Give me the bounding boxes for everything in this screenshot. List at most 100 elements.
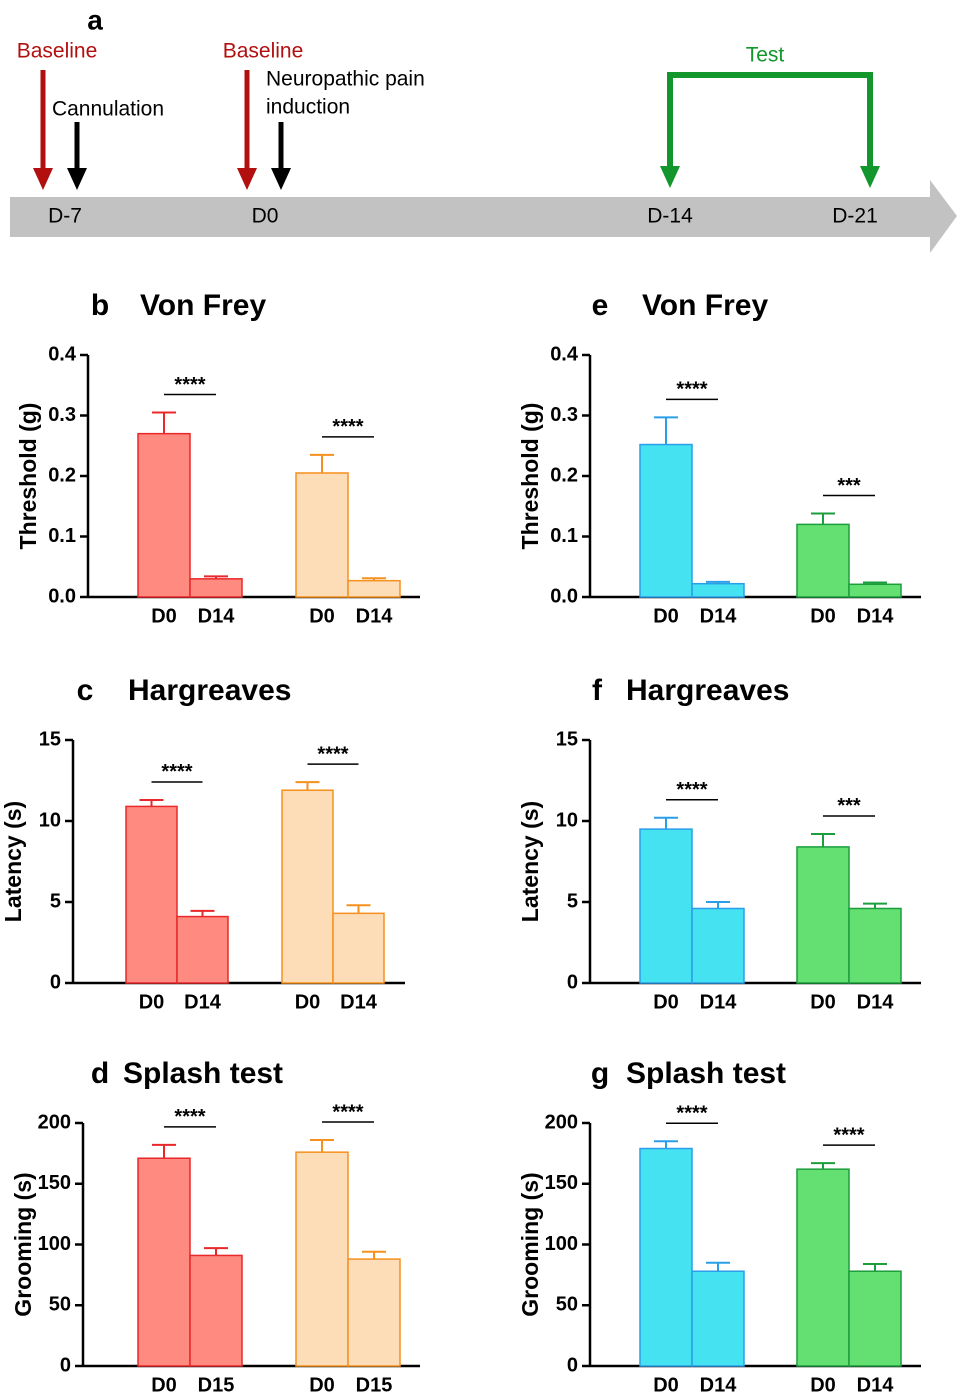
- error-bar: [863, 1262, 887, 1272]
- error-bar: [863, 902, 887, 909]
- bar: [176, 915, 229, 984]
- significance-label: ****: [332, 416, 363, 438]
- annotation: Baseline: [17, 40, 98, 63]
- significance-label: ****: [833, 1124, 864, 1146]
- significance-label: ****: [676, 1103, 707, 1125]
- bar: [796, 523, 850, 598]
- y-tick-label: 0.3: [48, 404, 76, 426]
- y-axis-label: Threshold (g): [517, 403, 543, 550]
- bar: [295, 1151, 349, 1367]
- significance-label: ****: [676, 379, 707, 401]
- y-tick-label: 10: [39, 809, 61, 831]
- bar: [189, 1254, 243, 1367]
- x-tick-label: D15: [198, 1374, 235, 1394]
- arrows: [33, 70, 880, 190]
- y-tick-label: 0.1: [48, 525, 76, 547]
- y-tick-label: 0: [567, 971, 578, 993]
- significance-label: ****: [174, 1106, 205, 1128]
- bar: [691, 582, 745, 598]
- bar: [639, 443, 693, 598]
- chart-title: Hargreaves: [128, 674, 291, 707]
- y-tick-label: 5: [50, 890, 61, 912]
- y-tick-label: 0: [567, 1354, 578, 1376]
- error-bar: [310, 453, 334, 473]
- y-tick-label: 10: [556, 809, 578, 831]
- error-bar: [204, 575, 228, 579]
- y-tick-label: 50: [556, 1294, 578, 1316]
- panel-label: g: [591, 1057, 609, 1090]
- error-bar: [654, 1140, 678, 1149]
- error-bar: [295, 781, 320, 791]
- bar: [639, 828, 693, 984]
- bar: [125, 805, 178, 984]
- x-tick-label: D14: [857, 605, 895, 627]
- y-axis-label: Latency (s): [0, 801, 26, 922]
- y-tick-label: 50: [49, 1294, 71, 1316]
- bar: [332, 912, 385, 984]
- significance-label: ****: [161, 761, 192, 783]
- y-axis-label: Threshold (g): [15, 403, 41, 550]
- y-tick-label: 0.0: [48, 585, 76, 607]
- x-tick-label: D0: [309, 1374, 335, 1394]
- chart-title: Splash test: [123, 1057, 283, 1090]
- x-tick-label: D15: [356, 1374, 393, 1394]
- error-bar: [139, 798, 164, 807]
- significance-label: ***: [837, 795, 861, 817]
- error-bar: [362, 1250, 386, 1260]
- panel-label: a: [87, 4, 103, 35]
- bar: [691, 907, 745, 984]
- chart-title: Hargreaves: [626, 674, 789, 707]
- y-tick-label: 0: [50, 971, 61, 993]
- x-tick-label: D0: [810, 991, 836, 1013]
- y-tick-label: 0.4: [550, 343, 579, 365]
- x-tick-label: D0: [653, 991, 679, 1013]
- x-tick-label: D0: [810, 1374, 836, 1394]
- bar: [347, 579, 401, 598]
- chart-title: Von Frey: [140, 289, 266, 322]
- y-axis-label: Grooming (s): [10, 1172, 36, 1316]
- annotation: Test: [746, 44, 785, 67]
- x-tick-label: D0: [151, 1374, 177, 1394]
- y-tick-label: 200: [545, 1111, 578, 1133]
- x-tick-label: D14: [198, 605, 236, 627]
- day-label: D-7: [48, 205, 82, 228]
- y-tick-label: 15: [556, 728, 578, 750]
- panel-label: c: [77, 674, 94, 707]
- error-bar: [706, 580, 730, 584]
- error-bar: [863, 581, 887, 585]
- y-tick-label: 0.2: [550, 464, 578, 486]
- day-label: D-21: [832, 205, 878, 228]
- significance-label: ***: [837, 475, 861, 497]
- x-tick-label: D14: [184, 991, 222, 1013]
- error-bar: [811, 512, 835, 525]
- y-tick-label: 0: [60, 1354, 71, 1376]
- annotation: Cannulation: [52, 98, 164, 121]
- error-bar: [706, 1261, 730, 1272]
- panel-label: f: [592, 674, 603, 707]
- error-bar: [706, 901, 730, 909]
- x-tick-label: D0: [295, 991, 321, 1013]
- y-tick-label: 5: [567, 890, 578, 912]
- x-tick-label: D0: [151, 605, 177, 627]
- error-bar: [152, 411, 176, 434]
- x-tick-label: D14: [356, 605, 394, 627]
- error-bar: [346, 904, 371, 914]
- error-bar: [152, 1143, 176, 1159]
- bar: [137, 432, 191, 598]
- bar: [796, 1168, 850, 1367]
- x-tick-label: D14: [857, 991, 895, 1013]
- x-tick-label: D14: [700, 605, 738, 627]
- y-axis-label: Latency (s): [517, 801, 543, 922]
- day-label: D-14: [647, 205, 693, 228]
- y-tick-label: 0.2: [48, 464, 76, 486]
- significance-label: ****: [676, 779, 707, 801]
- panel-label: d: [91, 1057, 109, 1090]
- error-bar: [310, 1139, 334, 1153]
- annotation: induction: [266, 96, 350, 119]
- y-tick-label: 0.4: [48, 343, 77, 365]
- x-tick-label: D14: [700, 1374, 738, 1394]
- y-axis-label: Grooming (s): [517, 1172, 543, 1316]
- annotation: Baseline: [223, 40, 304, 63]
- bar: [281, 789, 334, 984]
